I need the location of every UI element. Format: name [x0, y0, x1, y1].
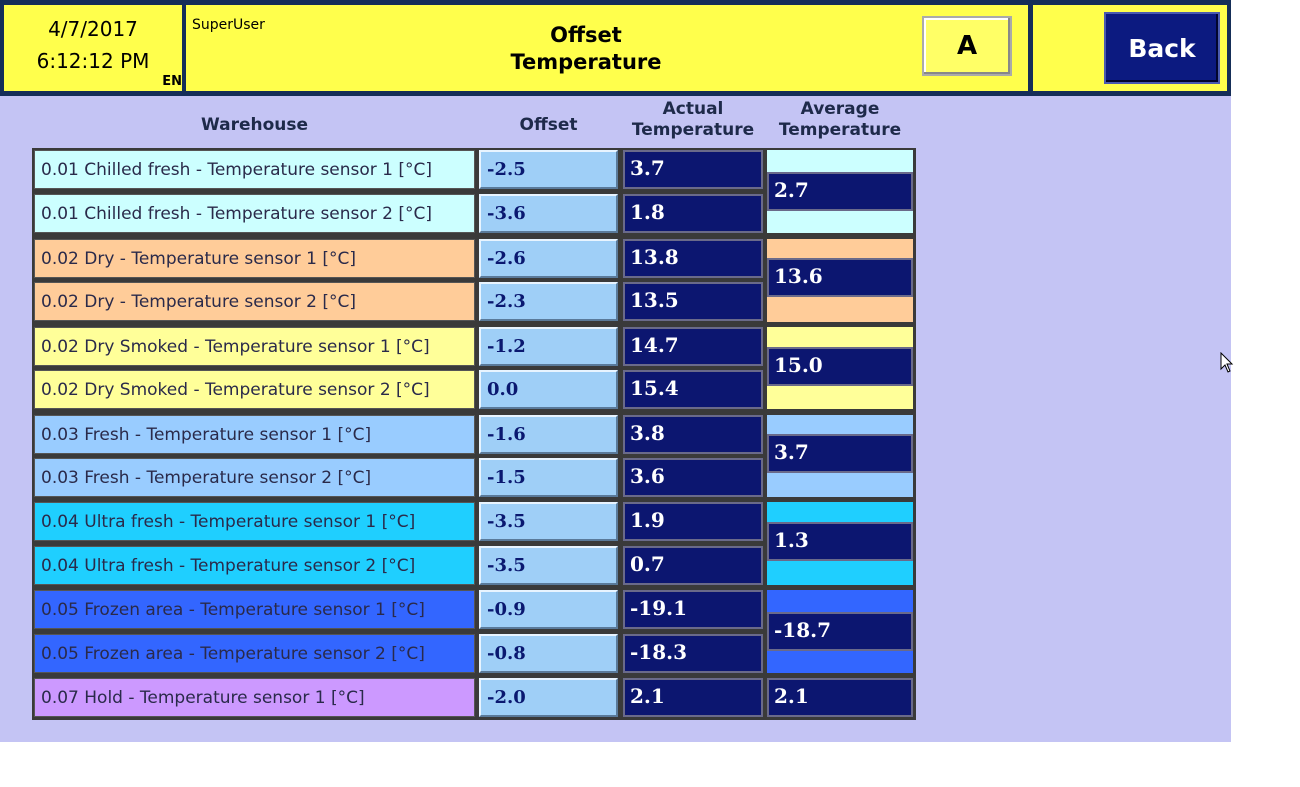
column-header-offset: Offset [519, 115, 578, 135]
column-header-average-line2: Temperature [778, 120, 902, 140]
actual-temperature: 14.7 [623, 327, 763, 366]
warehouse-label: 0.05 Frozen area - Temperature sensor 1 … [34, 590, 475, 629]
page-title-line1: Offset [550, 23, 622, 47]
average-temperature: 1.3 [767, 522, 913, 561]
average-temperature: -18.7 [767, 612, 913, 651]
language-indicator[interactable]: EN [162, 74, 182, 89]
warehouse-label: 0.03 Fresh - Temperature sensor 1 [°C] [34, 415, 475, 454]
offset-input[interactable]: 0.0 [479, 370, 618, 409]
actual-temperature: 3.6 [623, 458, 763, 497]
warehouse-label: 0.02 Dry - Temperature sensor 1 [°C] [34, 239, 475, 278]
date-display: 4/7/2017 [48, 17, 138, 41]
average-temperature: 2.1 [767, 678, 913, 717]
warehouse-label: 0.07 Hold - Temperature sensor 1 [°C] [34, 678, 475, 717]
actual-temperature: -18.3 [623, 634, 763, 673]
actual-temperature: 2.1 [623, 678, 763, 717]
average-temperature: 15.0 [767, 347, 913, 386]
mouse-cursor-icon [1220, 352, 1234, 373]
mode-button[interactable]: A [922, 16, 1012, 76]
time-display: 6:12:12 PM [36, 49, 150, 73]
warehouse-label: 0.03 Fresh - Temperature sensor 2 [°C] [34, 458, 475, 497]
offset-input[interactable]: -2.0 [479, 678, 618, 717]
warehouse-label: 0.02 Dry Smoked - Temperature sensor 2 [… [34, 370, 475, 409]
header-bar: 4/7/2017 6:12:12 PM EN SuperUser Offset … [0, 0, 1231, 96]
offset-input[interactable]: -3.5 [479, 546, 618, 585]
column-header-actual-line2: Temperature [631, 120, 755, 140]
current-user: SuperUser [192, 17, 265, 33]
warehouse-label: 0.04 Ultra fresh - Temperature sensor 1 … [34, 502, 475, 541]
actual-temperature: 1.9 [623, 502, 763, 541]
actual-temperature: 1.8 [623, 194, 763, 233]
warehouse-label: 0.04 Ultra fresh - Temperature sensor 2 … [34, 546, 475, 585]
actual-temperature: 13.5 [623, 282, 763, 321]
average-temperature: 13.6 [767, 258, 913, 297]
average-temperature: 2.7 [767, 172, 913, 211]
offset-input[interactable]: -3.5 [479, 502, 618, 541]
warehouse-label: 0.02 Dry Smoked - Temperature sensor 1 [… [34, 327, 475, 366]
title-panel: SuperUser Offset Temperature [186, 5, 1028, 91]
actual-temperature: 3.7 [623, 150, 763, 189]
offset-input[interactable]: -1.6 [479, 415, 618, 454]
page-title-line2: Temperature [510, 50, 662, 74]
column-header-warehouse: Warehouse [200, 115, 309, 135]
warehouse-label: 0.01 Chilled fresh - Temperature sensor … [34, 150, 475, 189]
actual-temperature: 15.4 [623, 370, 763, 409]
warehouse-label: 0.02 Dry - Temperature sensor 2 [°C] [34, 282, 475, 321]
actual-temperature: 0.7 [623, 546, 763, 585]
offset-input[interactable]: -2.3 [479, 282, 618, 321]
actual-temperature: 3.8 [623, 415, 763, 454]
warehouse-label: 0.05 Frozen area - Temperature sensor 2 … [34, 634, 475, 673]
app-window: 4/7/2017 6:12:12 PM EN SuperUser Offset … [0, 0, 1231, 742]
actual-temperature: 13.8 [623, 239, 763, 278]
average-temperature: 3.7 [767, 434, 913, 473]
offset-input[interactable]: -1.5 [479, 458, 618, 497]
clock-panel: 4/7/2017 6:12:12 PM EN [4, 5, 182, 91]
column-header-actual: Actual Temperature [623, 99, 763, 141]
column-header-actual-line1: Actual [662, 99, 724, 119]
offset-input[interactable]: -1.2 [479, 327, 618, 366]
back-button[interactable]: Back [1104, 12, 1220, 84]
offset-input[interactable]: -3.6 [479, 194, 618, 233]
column-header-average-line1: Average [800, 99, 880, 119]
offset-input[interactable]: -2.5 [479, 150, 618, 189]
offset-input[interactable]: -0.9 [479, 590, 618, 629]
column-header-average: Average Temperature [767, 99, 913, 141]
actual-temperature: -19.1 [623, 590, 763, 629]
offset-input[interactable]: -0.8 [479, 634, 618, 673]
warehouse-label: 0.01 Chilled fresh - Temperature sensor … [34, 194, 475, 233]
offset-input[interactable]: -2.6 [479, 239, 618, 278]
